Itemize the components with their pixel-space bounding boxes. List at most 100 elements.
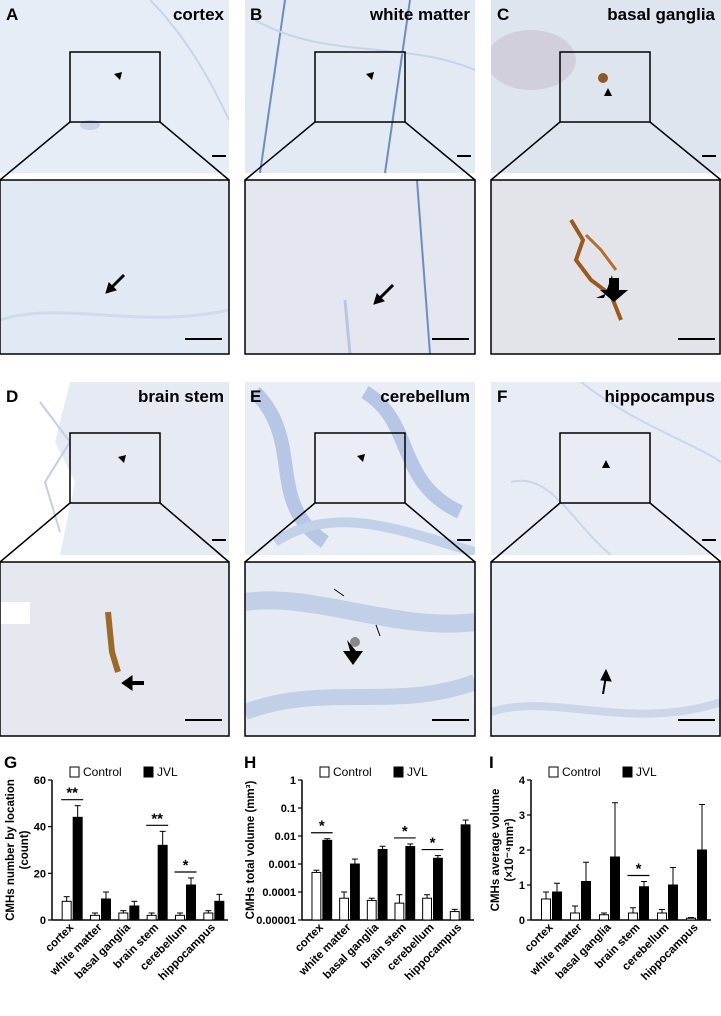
legend-swatch-jvl [622, 766, 633, 778]
chart-h: H 0.00001 0.0001 0.001 0.01 0.1 1 CMHs total vo… [240, 750, 485, 1011]
y-axis-label: CMHs number by location [5, 779, 17, 921]
chart-h-svg: H 0.00001 0.0001 0.001 0.01 0.1 1 CMHs total vo… [244, 753, 474, 983]
panel-letter-d: D [6, 387, 19, 406]
legend-label-control: Control [333, 765, 372, 779]
micrograph-overview-a [0, 0, 229, 173]
bar-jvl [460, 824, 471, 921]
chart-g: G 0 20 40 60 CMHs number by location (count) co… [0, 750, 240, 1011]
bar-control [175, 914, 185, 921]
y-axis-label: (count) [19, 830, 31, 869]
legend-swatch-jvl [393, 766, 404, 778]
y-tick-label: 60 [34, 775, 46, 787]
bar-control [628, 912, 638, 921]
bar-control [449, 911, 460, 921]
micrograph-zoom-b [245, 180, 475, 354]
region-label-cortex: cortex [172, 5, 224, 24]
legend-swatch-control [548, 766, 559, 778]
bar-jvl [433, 857, 443, 921]
chart-i: I 0 1 2 3 4 CMHs average volume (×10⁻⁴mm³) corte… [485, 750, 721, 1011]
significance-marker: * [319, 818, 325, 835]
panel-letter-a: A [6, 5, 19, 24]
bar-jvl [639, 886, 649, 921]
significance-marker: * [183, 857, 189, 874]
y-axis-label: CMHs total volume (mm³) [245, 781, 257, 920]
bar-jvl [101, 898, 111, 921]
legend-label-jvl: JVL [157, 765, 178, 779]
chart-panel-letter: I [489, 753, 494, 772]
bar-control [90, 914, 100, 921]
bar-control [422, 897, 433, 921]
y-tick-label: 0 [40, 915, 46, 927]
y-axis-label: CMHs average volume [490, 789, 502, 912]
bar-jvl [377, 848, 388, 921]
bar-jvl [322, 839, 333, 921]
chart-panel-letter: H [244, 753, 256, 772]
y-tick-label: 0.1 [281, 803, 296, 815]
y-axis-label: (×10⁻⁴mm³) [504, 818, 516, 881]
legend-swatch-control [319, 766, 330, 778]
legend-swatch-control [69, 766, 80, 778]
bar-jvl [214, 900, 225, 921]
bar-jvl [552, 891, 562, 921]
y-tick-label: 3 [519, 810, 525, 822]
panel-letter-e: E [250, 387, 262, 406]
micrograph-zoom-c [491, 180, 721, 354]
bar-control [118, 912, 129, 921]
micrograph-zoom-a [0, 180, 229, 354]
y-tick-label: 0.001 [268, 859, 296, 871]
legend-swatch-jvl [143, 766, 154, 778]
region-label-hippocampus: hippocampus [604, 387, 715, 406]
bar-jvl [129, 905, 140, 921]
bar-control [339, 897, 350, 921]
legend-label-control: Control [83, 765, 122, 779]
bar-jvl [157, 844, 168, 921]
significance-marker: * [636, 861, 642, 878]
micrograph-overview-d [0, 382, 229, 555]
bar-control [686, 917, 696, 921]
bar-control [570, 912, 580, 921]
micrograph-zoom-f [491, 562, 721, 736]
legend-label-jvl: JVL [636, 765, 657, 779]
y-tick-label: 0.01 [275, 831, 296, 843]
significance-marker: ** [151, 810, 163, 827]
significance-marker: * [402, 823, 408, 840]
bar-jvl [72, 816, 83, 921]
micrograph-overview-f [491, 382, 721, 555]
bar-jvl [610, 856, 620, 921]
panel-letter-c: C [497, 5, 510, 24]
bar-jvl [350, 863, 360, 921]
bar-jvl [581, 881, 591, 921]
bar-jvl [186, 884, 196, 921]
micrograph-zoom-e [245, 562, 475, 736]
region-label-basal-ganglia: basal ganglia [607, 5, 715, 24]
y-tick-label: 0 [519, 915, 525, 927]
bar-control [599, 914, 609, 921]
micrograph-zoom-d [0, 562, 229, 736]
legend-label-jvl: JVL [407, 765, 428, 779]
y-tick-label: 20 [34, 868, 46, 880]
y-tick-label: 0.00001 [256, 915, 296, 927]
bar-control [203, 912, 214, 921]
bar-control [146, 914, 157, 921]
bar-jvl [697, 849, 707, 921]
y-tick-label: 2 [519, 845, 525, 857]
bar-control [311, 871, 322, 921]
bar-jvl [668, 884, 678, 921]
legend-label-control: Control [562, 765, 601, 779]
significance-marker: * [430, 835, 436, 852]
micrograph-overview-b [245, 0, 475, 173]
significance-marker: ** [66, 785, 78, 802]
y-tick-label: 40 [34, 822, 46, 834]
region-label-brain-stem: brain stem [138, 387, 224, 406]
chart-panel-letter: G [4, 753, 17, 772]
bar-control [366, 899, 377, 921]
micrograph-overview-c [491, 0, 721, 173]
panel-letter-b: B [250, 5, 263, 24]
bar-control [541, 898, 551, 921]
region-label-cerebellum: cerebellum [380, 387, 470, 406]
bar-jvl [405, 846, 416, 921]
y-tick-label: 1 [290, 775, 296, 787]
y-tick-label: 1 [519, 880, 525, 892]
